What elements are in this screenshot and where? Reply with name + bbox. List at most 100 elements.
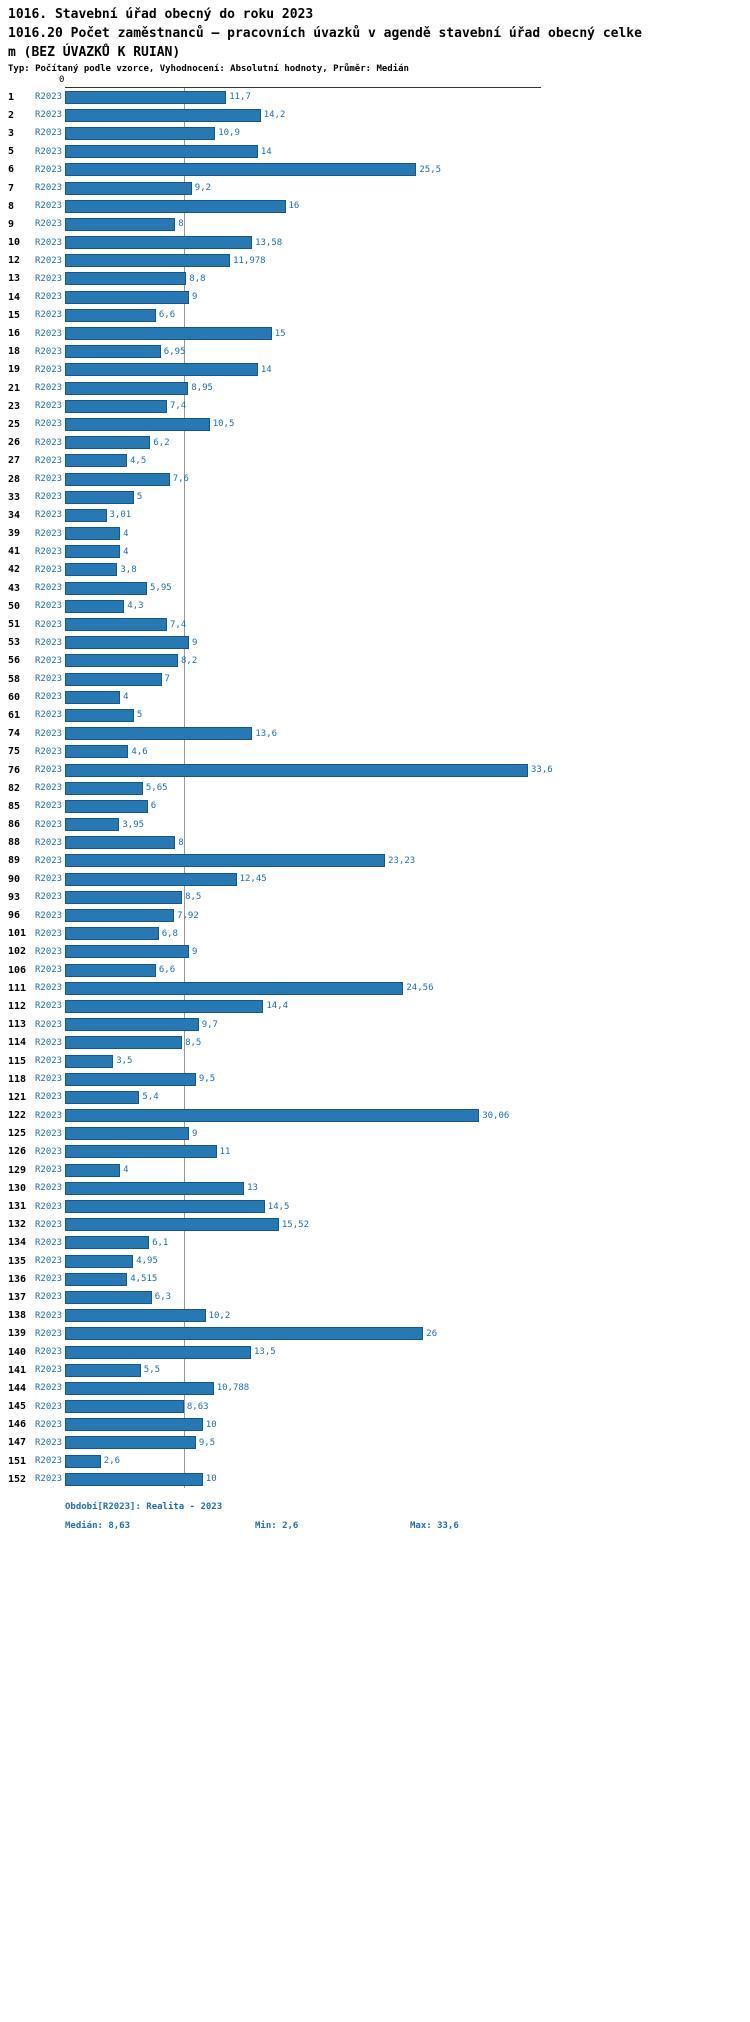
bar-area: 10,5 <box>65 415 750 433</box>
value-bar <box>65 1363 141 1377</box>
value-bar <box>65 1400 184 1414</box>
row-series-label: R2023 <box>35 1183 63 1194</box>
value-bar <box>65 799 148 813</box>
value-bar <box>65 236 253 250</box>
bar-area: 14,5 <box>65 1197 750 1215</box>
value-bar <box>65 618 167 632</box>
chart-row: 19 R2023 14 <box>0 361 750 379</box>
bar-area: 6,8 <box>65 925 750 943</box>
value-bar <box>65 1381 214 1395</box>
row-series-label: R2023 <box>35 892 63 903</box>
bar-area: 9 <box>65 943 750 961</box>
bar-area: 4 <box>65 543 750 561</box>
chart-row: 42 R2023 3,8 <box>0 561 750 579</box>
bar-area: 16 <box>65 197 750 215</box>
chart-row: 82 R2023 5,65 <box>0 779 750 797</box>
row-series-label: R2023 <box>35 1201 63 1212</box>
row-id-label: 141 <box>8 1364 27 1376</box>
bar-area: 24,56 <box>65 979 750 997</box>
row-series-label: R2023 <box>35 564 63 575</box>
chart-meta: Typ: Počítaný podle vzorce, Vyhodnocení:… <box>8 64 409 74</box>
row-series-label: R2023 <box>35 655 63 666</box>
row-series-label: R2023 <box>35 801 63 812</box>
bar-area: 9,7 <box>65 1016 750 1034</box>
value-bar <box>65 1036 183 1050</box>
row-id-label: 53 <box>8 637 21 649</box>
row-series-label: R2023 <box>35 1165 63 1176</box>
value-bar <box>65 1127 189 1141</box>
chart-row: 112 R2023 14,4 <box>0 997 750 1015</box>
row-series-label: R2023 <box>35 855 63 866</box>
bar-value-label: 11,978 <box>233 255 266 266</box>
chart-row: 89 R2023 23,23 <box>0 852 750 870</box>
row-id-label: 115 <box>8 1055 27 1067</box>
bar-area: 8,8 <box>65 270 750 288</box>
bar-area: 5,5 <box>65 1361 750 1379</box>
value-bar <box>65 1418 203 1432</box>
value-bar <box>65 436 151 450</box>
row-series-label: R2023 <box>35 1383 63 1394</box>
bar-area: 4,515 <box>65 1270 750 1288</box>
value-bar <box>65 727 253 741</box>
bar-area: 8 <box>65 215 750 233</box>
value-bar <box>65 599 125 613</box>
bar-value-label: 8,95 <box>191 383 213 394</box>
chart-row: 27 R2023 4,5 <box>0 452 750 470</box>
row-id-label: 33 <box>8 491 21 503</box>
row-series-label: R2023 <box>35 1401 63 1412</box>
bar-value-label: 9,5 <box>198 1437 216 1448</box>
bar-value-label: 4 <box>123 1165 129 1176</box>
row-series-label: R2023 <box>35 1419 63 1430</box>
value-bar <box>65 654 178 668</box>
bar-value-label: 26 <box>426 1328 438 1339</box>
row-series-label: R2023 <box>35 601 63 612</box>
value-bar <box>65 1454 101 1468</box>
row-series-label: R2023 <box>35 1092 63 1103</box>
bar-area: 8,5 <box>65 1034 750 1052</box>
bar-chart: 0 1 R2023 11,7 2 R2023 14,2 3 R2023 10,9 5 R2023 14… <box>0 75 750 1489</box>
chart-row: 121 R2023 5,4 <box>0 1088 750 1106</box>
bar-value-label: 3,8 <box>120 564 137 575</box>
row-id-label: 26 <box>8 437 21 449</box>
row-series-label: R2023 <box>35 1019 63 1030</box>
row-series-label: R2023 <box>35 128 63 139</box>
row-series-label: R2023 <box>35 965 63 976</box>
row-series-label: R2023 <box>35 1347 63 1358</box>
bar-area: 4 <box>65 688 750 706</box>
value-bar <box>65 90 227 104</box>
row-series-label: R2023 <box>35 1474 63 1485</box>
chart-row: 2 R2023 14,2 <box>0 106 750 124</box>
chart-row: 33 R2023 5 <box>0 488 750 506</box>
bar-value-label: 8 <box>178 219 184 230</box>
chart-row: 41 R2023 4 <box>0 543 750 561</box>
x-axis: 0 <box>0 75 750 88</box>
bar-value-label: 33,6 <box>531 765 553 776</box>
chart-row: 43 R2023 5,95 <box>0 579 750 597</box>
row-series-label: R2023 <box>35 310 63 321</box>
chart-row: 13 R2023 8,8 <box>0 270 750 288</box>
chart-row: 115 R2023 3,5 <box>0 1052 750 1070</box>
bar-value-label: 13,5 <box>254 1347 276 1358</box>
row-id-label: 122 <box>8 1110 27 1122</box>
value-bar <box>65 927 159 941</box>
value-bar <box>65 690 121 704</box>
value-bar <box>65 872 237 886</box>
bar-value-label: 4,6 <box>131 746 148 757</box>
bar-value-label: 9 <box>192 292 198 303</box>
value-bar <box>65 1272 128 1286</box>
chart-row: 130 R2023 13 <box>0 1179 750 1197</box>
row-id-label: 41 <box>8 546 21 558</box>
row-id-label: 16 <box>8 328 21 340</box>
max-stat: Max: 33,6 <box>410 1521 459 1532</box>
value-bar <box>65 672 162 686</box>
value-bar <box>65 1254 134 1268</box>
value-bar <box>65 108 261 122</box>
chart-row: 141 R2023 5,5 <box>0 1361 750 1379</box>
bar-area: 4 <box>65 525 750 543</box>
bar-value-label: 8,2 <box>181 655 198 666</box>
period-label: Období[R2023]: Realita - 2023 <box>65 1502 223 1513</box>
bar-value-label: 14,4 <box>266 1001 289 1012</box>
chart-row: 90 R2023 12,45 <box>0 870 750 888</box>
row-series-label: R2023 <box>35 1128 63 1139</box>
